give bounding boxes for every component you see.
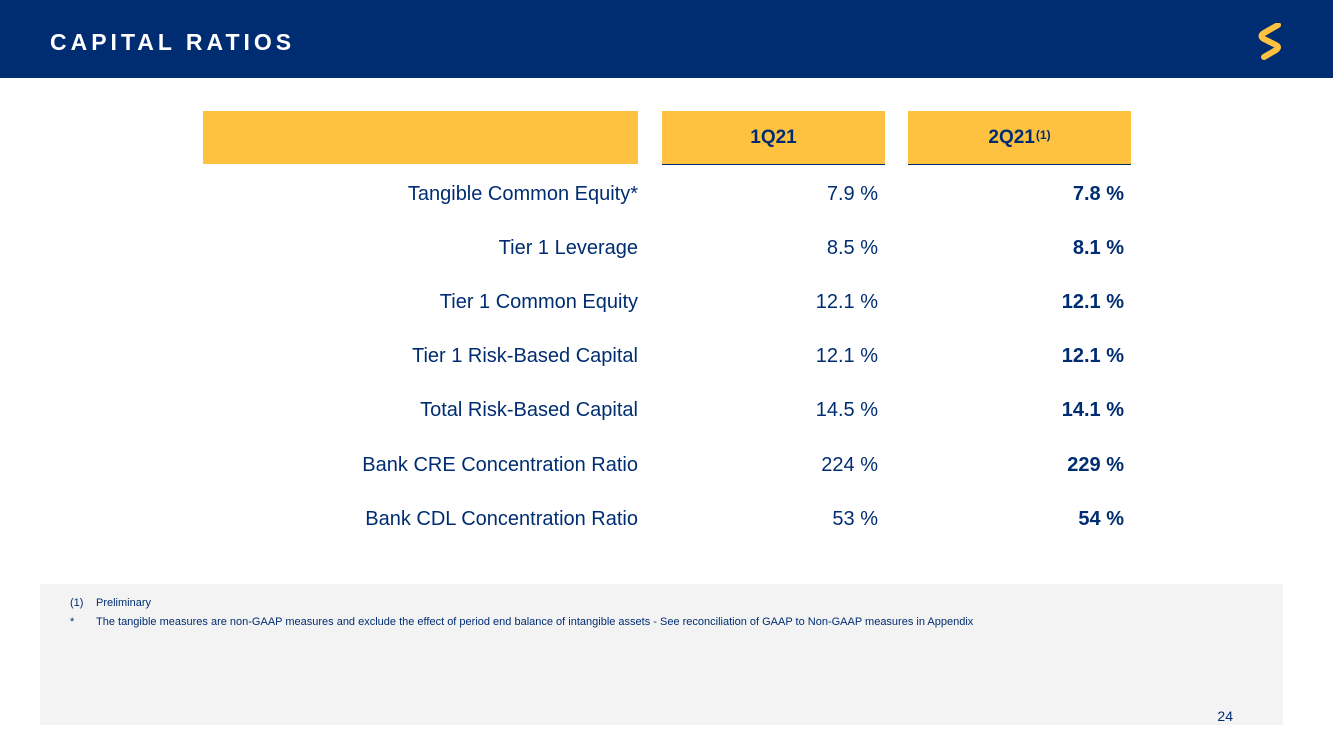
value-2q21: 12.1 % (1061, 291, 1124, 313)
table-row: Tangible Common Equity* 7.9 % 7.8 % (0, 179, 1333, 209)
value-2q21: 229 % (1067, 454, 1124, 476)
column-header-1q21: 1Q21 (662, 111, 885, 165)
value-1q21: 12.1 % (815, 291, 878, 313)
row-label: Tier 1 Common Equity (439, 291, 638, 313)
footnote-marker: (1) (70, 597, 84, 609)
header-bar: CAPITAL RATIOS (0, 0, 1333, 78)
row-label: Bank CDL Concentration Ratio (365, 508, 638, 530)
footnote-text: Preliminary (96, 597, 152, 609)
value-1q21: 7.9 % (826, 183, 878, 205)
column-header-label: 1Q21 (750, 126, 797, 148)
value-1q21: 14.5 % (815, 399, 878, 421)
row-label: Tangible Common Equity* (407, 183, 638, 205)
row-label: Bank CRE Concentration Ratio (362, 454, 638, 476)
table-row: Bank CRE Concentration Ratio 224 % 229 % (0, 450, 1333, 480)
table-row: Tier 1 Risk-Based Capital 12.1 % 12.1 % (0, 341, 1333, 371)
value-2q21: 12.1 % (1061, 345, 1124, 367)
row-label: Tier 1 Leverage (498, 237, 638, 259)
column-header-2q21: 2Q21 (1) (908, 111, 1131, 165)
value-2q21: 7.8 % (1072, 183, 1124, 205)
value-2q21: 8.1 % (1072, 237, 1124, 259)
table-row: Total Risk-Based Capital 14.5 % 14.1 % (0, 395, 1333, 425)
row-label: Total Risk-Based Capital (420, 399, 638, 421)
value-1q21: 224 % (821, 454, 878, 476)
value-2q21: 54 % (1078, 508, 1124, 530)
footnote: (1) Preliminary (70, 596, 151, 610)
table-row: Tier 1 Leverage 8.5 % 8.1 % (0, 233, 1333, 263)
footnote-marker: * (70, 616, 75, 628)
value-1q21: 8.5 % (826, 237, 878, 259)
table-label-header (203, 111, 638, 164)
value-2q21: 14.1 % (1061, 399, 1124, 421)
value-1q21: 53 % (832, 508, 878, 530)
column-header-label: 2Q21 (988, 126, 1035, 148)
footnote-text: The tangible measures are non-GAAP measu… (96, 616, 974, 628)
table-row: Bank CDL Concentration Ratio 53 % 54 % (0, 504, 1333, 534)
footnotes-panel: (1) Preliminary * The tangible measures ar… (40, 584, 1283, 725)
s-logo-icon (1258, 23, 1281, 60)
page-number: 24 (1217, 708, 1233, 724)
footnote: * The tangible measures are non-GAAP meas… (70, 615, 973, 629)
footnote-ref: (1) (1035, 127, 1051, 142)
value-1q21: 12.1 % (815, 345, 878, 367)
page-title: CAPITAL RATIOS (50, 29, 296, 55)
row-label: Tier 1 Risk-Based Capital (411, 345, 638, 367)
table-row: Tier 1 Common Equity 12.1 % 12.1 % (0, 287, 1333, 317)
